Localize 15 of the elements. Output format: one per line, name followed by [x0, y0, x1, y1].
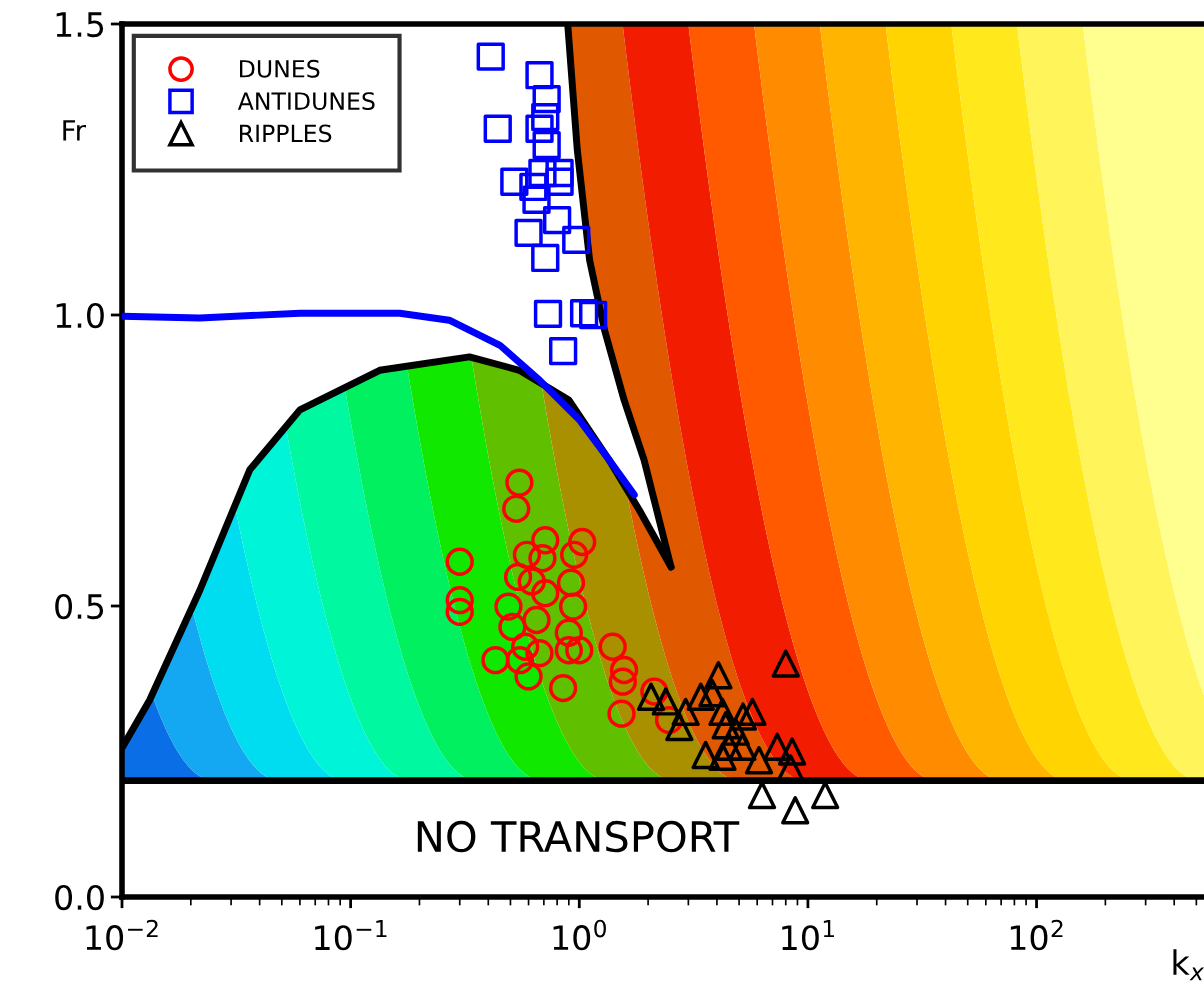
x-axis-title: k$_{x}$ [1173, 949, 1204, 981]
annotation: NO TRANSPORT [417, 820, 740, 853]
y-axis-title: Fr [63, 120, 86, 141]
y-tick-label: 0.0 [55, 884, 104, 911]
legend-label: ANTIDUNES [237, 92, 375, 110]
x-tick-label: 10$^{1}$ [782, 920, 834, 951]
y-tick-label: 0.5 [55, 593, 104, 620]
x-tick-label: 10$^{0}$ [553, 919, 606, 951]
y-tick-label: 1.0 [56, 302, 104, 329]
x-tick-label: 10$^{2}$ [1010, 919, 1063, 951]
legend-label: RIPPLES [240, 124, 332, 143]
legend-label: DUNES [240, 59, 320, 78]
x-tick-label: 10$^{−1}$ [315, 920, 387, 951]
y-tick-label: 1.5 [56, 12, 104, 38]
x-tick-label: 10$^{−2}$ [86, 919, 158, 951]
